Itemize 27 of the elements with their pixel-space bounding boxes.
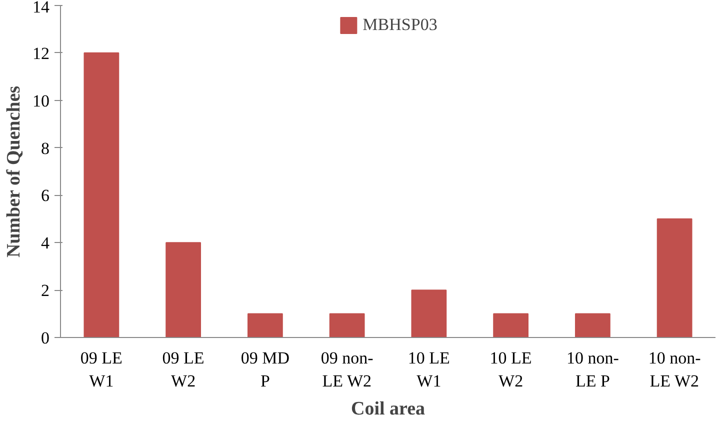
- x-tick-label: 10 non- LE W2: [648, 348, 702, 390]
- bar: [84, 52, 120, 338]
- bar: [166, 242, 202, 338]
- x-axis-title: Coil area: [350, 398, 426, 420]
- bar: [329, 313, 365, 338]
- legend-label: MBHSP03: [362, 15, 438, 35]
- bar: [411, 290, 447, 338]
- y-tick-label: 2: [41, 281, 50, 300]
- bar: [247, 313, 283, 338]
- x-tick-label: 09 non- LE W2: [320, 348, 374, 390]
- bar: [493, 313, 529, 338]
- x-tick-label: 09 LE W1: [80, 348, 122, 390]
- x-tick-label: 09 LE W2: [162, 348, 204, 390]
- y-tick-label: 8: [41, 138, 50, 158]
- y-tick-label: 14: [32, 0, 50, 16]
- y-tick-label: 12: [32, 44, 50, 63]
- y-tick-label: 6: [41, 186, 50, 206]
- y-tick-label: 4: [41, 234, 50, 253]
- x-tick-label: 10 LE W2: [490, 348, 532, 390]
- x-tick-label: 10 non- LE P: [566, 348, 620, 390]
- y-tick-label: 10: [32, 91, 50, 110]
- y-axis-title: Number of Quenches: [4, 86, 24, 258]
- x-tick-label: 09 MD P: [240, 348, 290, 390]
- bar: [574, 313, 610, 338]
- x-tick-label: 10 LE W1: [408, 348, 450, 390]
- bar: [656, 218, 692, 338]
- y-tick-label: 0: [41, 328, 50, 348]
